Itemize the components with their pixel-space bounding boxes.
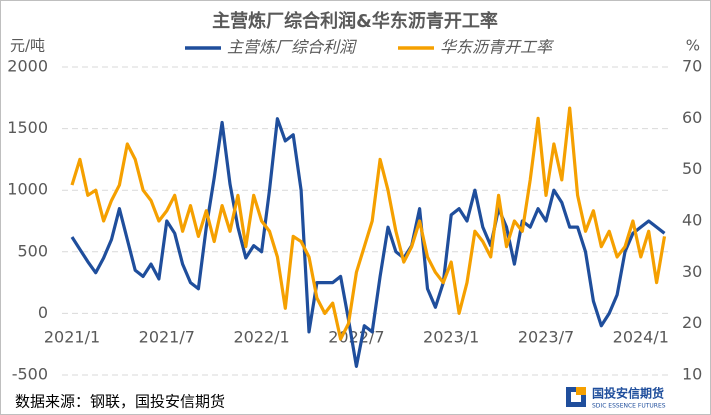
x-tick-label: 2021/1 [44, 328, 100, 347]
x-tick-label: 2022/7 [328, 328, 384, 347]
y-tick-label: 0 [38, 303, 48, 322]
logo: 国投安信期货 SDIC ESSENCE FUTURES [566, 386, 666, 410]
source: 数据来源：钢联，国投安信期货 [15, 393, 225, 411]
y-tick-label: 1000 [7, 180, 48, 199]
series-line [70, 117, 666, 368]
logo-subtitle: SDIC ESSENCE FUTURES [592, 403, 666, 410]
y2-tick-label: 70 [682, 57, 702, 76]
y2-tick-label: 50 [682, 159, 702, 178]
legend-label: 主营炼厂综合利润 [227, 38, 357, 57]
y2-tick-label: 60 [682, 108, 702, 127]
x-tick-label: 2023/7 [518, 328, 574, 347]
y-tick-label: 500 [17, 241, 48, 260]
logo-icon [571, 392, 581, 402]
y2-tick-label: 30 [682, 262, 702, 281]
series-line [70, 106, 667, 341]
x-tick-label: 2021/7 [139, 328, 195, 347]
x-tick-label: 2023/1 [423, 328, 479, 347]
y-tick-label: 1500 [7, 118, 48, 137]
y2-tick-label: 40 [682, 211, 702, 230]
y2-tick-label: 20 [682, 313, 702, 332]
y-tick-label: 2000 [7, 57, 48, 76]
x-tick-label: 2022/1 [233, 328, 289, 347]
y2-tick-label: 10 [682, 365, 702, 384]
legend-label: 华东沥青开工率 [440, 38, 555, 57]
chart-title: 主营炼厂综合利润&华东沥青开工率 [212, 10, 498, 32]
y-tick-label: -500 [12, 365, 48, 384]
logo-icon [576, 387, 586, 395]
x-tick-label: 2024/1 [613, 328, 669, 347]
logo-name: 国投安信期货 [592, 386, 664, 401]
y-axis-label: 元/吨 [10, 37, 45, 55]
y2-axis-label: % [686, 37, 700, 55]
